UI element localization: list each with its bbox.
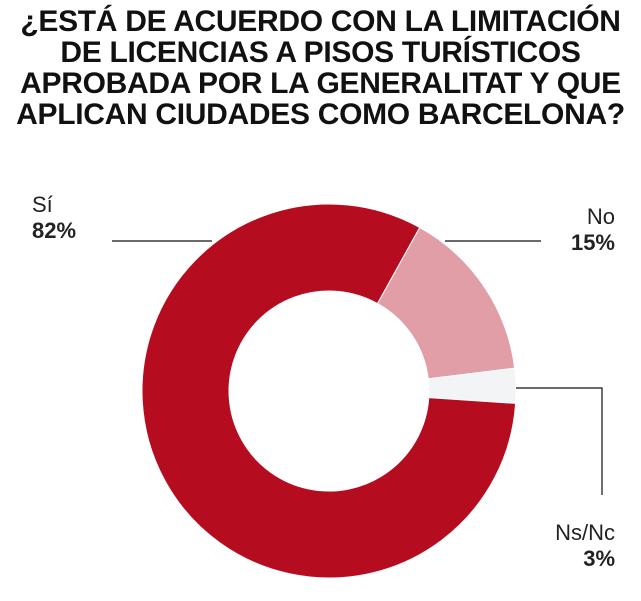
label-nsnc-value: 3%: [583, 546, 615, 571]
label-nsnc: Ns/Nc 3%: [555, 520, 615, 572]
leader-line-nsnc: [516, 387, 603, 495]
label-nsnc-name: Ns/Nc: [555, 520, 615, 545]
slice-s: [141, 203, 517, 579]
label-si-name: Sí: [32, 192, 53, 217]
label-no-value: 15%: [570, 230, 615, 255]
label-no: No 15%: [571, 204, 615, 256]
label-si: Sí 82%: [32, 192, 76, 244]
chart-title: ¿ESTÁ DE ACUERDO CON LA LIMITACIÓN DE LI…: [16, 5, 625, 131]
label-si-value: 82%: [32, 218, 77, 243]
label-no-name: No: [586, 204, 615, 229]
